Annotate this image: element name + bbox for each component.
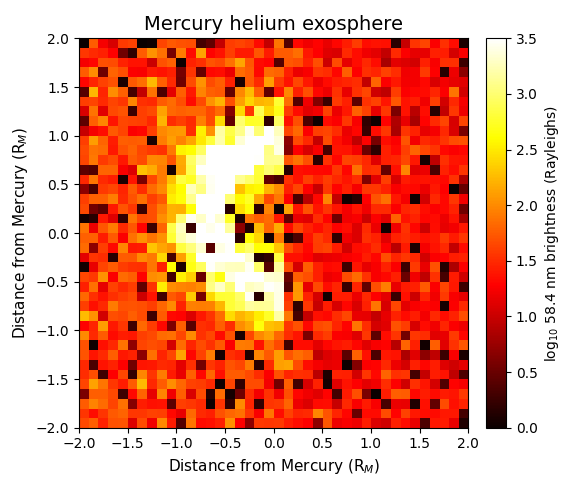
X-axis label: Distance from Mercury (R$_M$): Distance from Mercury (R$_M$): [168, 457, 380, 476]
Y-axis label: Distance from Mercury (R$_M$): Distance from Mercury (R$_M$): [11, 127, 30, 339]
Title: Mercury helium exosphere: Mercury helium exosphere: [144, 15, 403, 34]
Y-axis label: log$_{10}$ 58.4 nm brightness (Rayleighs): log$_{10}$ 58.4 nm brightness (Rayleighs…: [543, 105, 561, 361]
